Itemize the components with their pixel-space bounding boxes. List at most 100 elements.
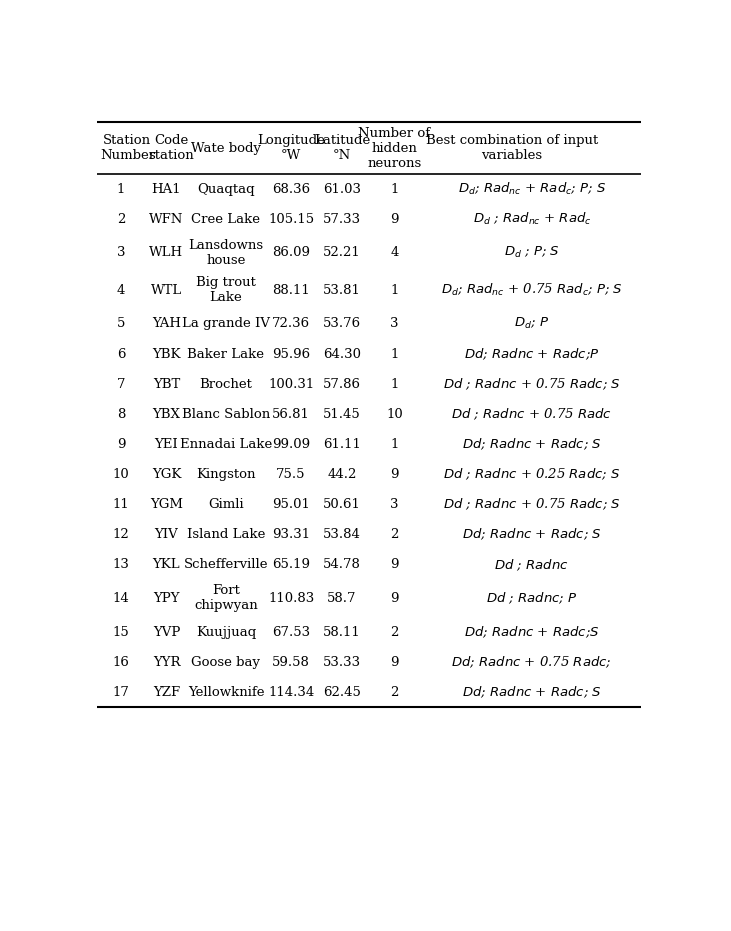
Text: YAH: YAH	[152, 317, 181, 331]
Text: 59.58: 59.58	[272, 655, 310, 668]
Text: 58.7: 58.7	[327, 592, 357, 605]
Text: YGK: YGK	[152, 468, 181, 481]
Text: 52.21: 52.21	[323, 247, 361, 260]
Text: YZF: YZF	[153, 686, 180, 699]
Text: $Dd$; $Radnc$ + $Radc$; $S$: $Dd$; $Radnc$ + $Radc$; $S$	[462, 437, 602, 452]
Text: 1: 1	[390, 438, 398, 451]
Text: Schefferville: Schefferville	[183, 559, 268, 572]
Text: Ennadai Lake: Ennadai Lake	[180, 438, 272, 451]
Text: 3: 3	[390, 317, 398, 331]
Text: $Dd$; $Radnc$ + $Radc$;$P$: $Dd$; $Radnc$ + $Radc$;$P$	[464, 346, 599, 362]
Text: Fort
chipwyan: Fort chipwyan	[194, 585, 258, 613]
Text: Kingston: Kingston	[196, 468, 256, 481]
Text: 8: 8	[117, 408, 125, 421]
Text: 16: 16	[113, 655, 129, 668]
Text: YPY: YPY	[154, 592, 180, 605]
Text: YBK: YBK	[152, 347, 181, 360]
Text: Quaqtaq: Quaqtaq	[197, 182, 254, 196]
Text: 9: 9	[390, 213, 398, 225]
Text: 105.15: 105.15	[268, 213, 314, 225]
Text: 50.61: 50.61	[323, 498, 361, 511]
Text: 95.96: 95.96	[272, 347, 310, 360]
Text: 114.34: 114.34	[268, 686, 314, 699]
Text: 6: 6	[117, 347, 126, 360]
Text: Latitude
°N: Latitude °N	[314, 134, 370, 162]
Text: 53.84: 53.84	[323, 528, 361, 541]
Text: 88.11: 88.11	[272, 284, 310, 297]
Text: La grande IV: La grande IV	[182, 317, 270, 331]
Text: 53.33: 53.33	[323, 655, 361, 668]
Text: $D_d$ ; $P$; $S$: $D_d$ ; $P$; $S$	[504, 246, 560, 261]
Text: 1: 1	[390, 378, 398, 391]
Text: 9: 9	[390, 559, 398, 572]
Text: 61.03: 61.03	[323, 182, 361, 196]
Text: $Dd$ ; $Radnc$; $P$: $Dd$ ; $Radnc$; $P$	[486, 591, 577, 606]
Text: $Dd$ ; $Radnc$ + 0.75 $Radc$; $S$: $Dd$ ; $Radnc$ + 0.75 $Radc$; $S$	[443, 497, 621, 512]
Text: Baker Lake: Baker Lake	[187, 347, 265, 360]
Text: 12: 12	[113, 528, 129, 541]
Text: 4: 4	[390, 247, 398, 260]
Text: WLH: WLH	[149, 247, 183, 260]
Text: Number of
hidden
neurons: Number of hidden neurons	[358, 127, 431, 169]
Text: 1: 1	[117, 182, 125, 196]
Text: 54.78: 54.78	[323, 559, 361, 572]
Text: 17: 17	[113, 686, 129, 699]
Text: Big trout
Lake: Big trout Lake	[196, 277, 256, 304]
Text: YIV: YIV	[154, 528, 178, 541]
Text: Goose bay: Goose bay	[192, 655, 260, 668]
Text: 10: 10	[386, 408, 403, 421]
Text: 67.53: 67.53	[272, 626, 310, 639]
Text: 93.31: 93.31	[272, 528, 310, 541]
Text: $D_d$; $P$: $D_d$; $P$	[515, 317, 550, 331]
Text: 68.36: 68.36	[272, 182, 310, 196]
Text: $D_d$; $Rad_{nc}$ + $Rad_c$; $P$; $S$: $D_d$; $Rad_{nc}$ + $Rad_c$; $P$; $S$	[458, 182, 606, 197]
Text: 2: 2	[390, 528, 398, 541]
Text: WTL: WTL	[151, 284, 182, 297]
Text: 14: 14	[113, 592, 129, 605]
Text: 61.11: 61.11	[323, 438, 361, 451]
Text: 51.45: 51.45	[323, 408, 361, 421]
Text: $Dd$ ; $Radnc$ + 0.75 $Radc$; $S$: $Dd$ ; $Radnc$ + 0.75 $Radc$; $S$	[443, 376, 621, 392]
Text: 99.09: 99.09	[272, 438, 310, 451]
Text: YGM: YGM	[150, 498, 183, 511]
Text: WFN: WFN	[149, 213, 183, 225]
Text: $Dd$; $Radnc$ + $Radc$; $S$: $Dd$; $Radnc$ + $Radc$; $S$	[462, 527, 602, 543]
Text: Wate body: Wate body	[191, 142, 260, 155]
Text: Brochet: Brochet	[200, 378, 252, 391]
Text: 58.11: 58.11	[323, 626, 361, 639]
Text: 110.83: 110.83	[268, 592, 314, 605]
Text: Yellowknife: Yellowknife	[188, 686, 264, 699]
Text: 9: 9	[390, 468, 398, 481]
Text: Gimli: Gimli	[208, 498, 243, 511]
Text: YEI: YEI	[154, 438, 178, 451]
Text: Code
station: Code station	[148, 134, 194, 162]
Text: 1: 1	[390, 182, 398, 196]
Text: Lansdowns
house: Lansdowns house	[189, 239, 263, 267]
Text: 53.76: 53.76	[323, 317, 361, 331]
Text: 2: 2	[390, 686, 398, 699]
Text: 1: 1	[390, 284, 398, 297]
Text: 44.2: 44.2	[327, 468, 357, 481]
Text: 13: 13	[113, 559, 129, 572]
Text: Longitude
°W: Longitude °W	[257, 134, 325, 162]
Text: 57.33: 57.33	[323, 213, 361, 225]
Text: YBX: YBX	[153, 408, 181, 421]
Text: $D_d$; $Rad_{nc}$ + 0.75 $Rad_c$; $P$; $S$: $D_d$; $Rad_{nc}$ + 0.75 $Rad_c$; $P$; $…	[441, 282, 623, 298]
Text: YYR: YYR	[153, 655, 180, 668]
Text: 3: 3	[117, 247, 126, 260]
Text: Station
Number: Station Number	[100, 134, 155, 162]
Text: 75.5: 75.5	[276, 468, 306, 481]
Text: 53.81: 53.81	[323, 284, 361, 297]
Text: HA1: HA1	[151, 182, 181, 196]
Text: $Dd$ ; $Radnc$: $Dd$ ; $Radnc$	[494, 557, 569, 573]
Text: 56.81: 56.81	[272, 408, 310, 421]
Text: $Dd$; $Radnc$ + $Radc$;$S$: $Dd$; $Radnc$ + $Radc$;$S$	[464, 625, 599, 640]
Text: 9: 9	[117, 438, 126, 451]
Text: 62.45: 62.45	[323, 686, 361, 699]
Text: $Dd$ ; $Radnc$ + 0.25 $Radc$; $S$: $Dd$ ; $Radnc$ + 0.25 $Radc$; $S$	[443, 466, 621, 482]
Text: 9: 9	[390, 655, 398, 668]
Text: YBT: YBT	[153, 378, 180, 391]
Text: 72.36: 72.36	[272, 317, 310, 331]
Text: 95.01: 95.01	[272, 498, 310, 511]
Text: 1: 1	[390, 347, 398, 360]
